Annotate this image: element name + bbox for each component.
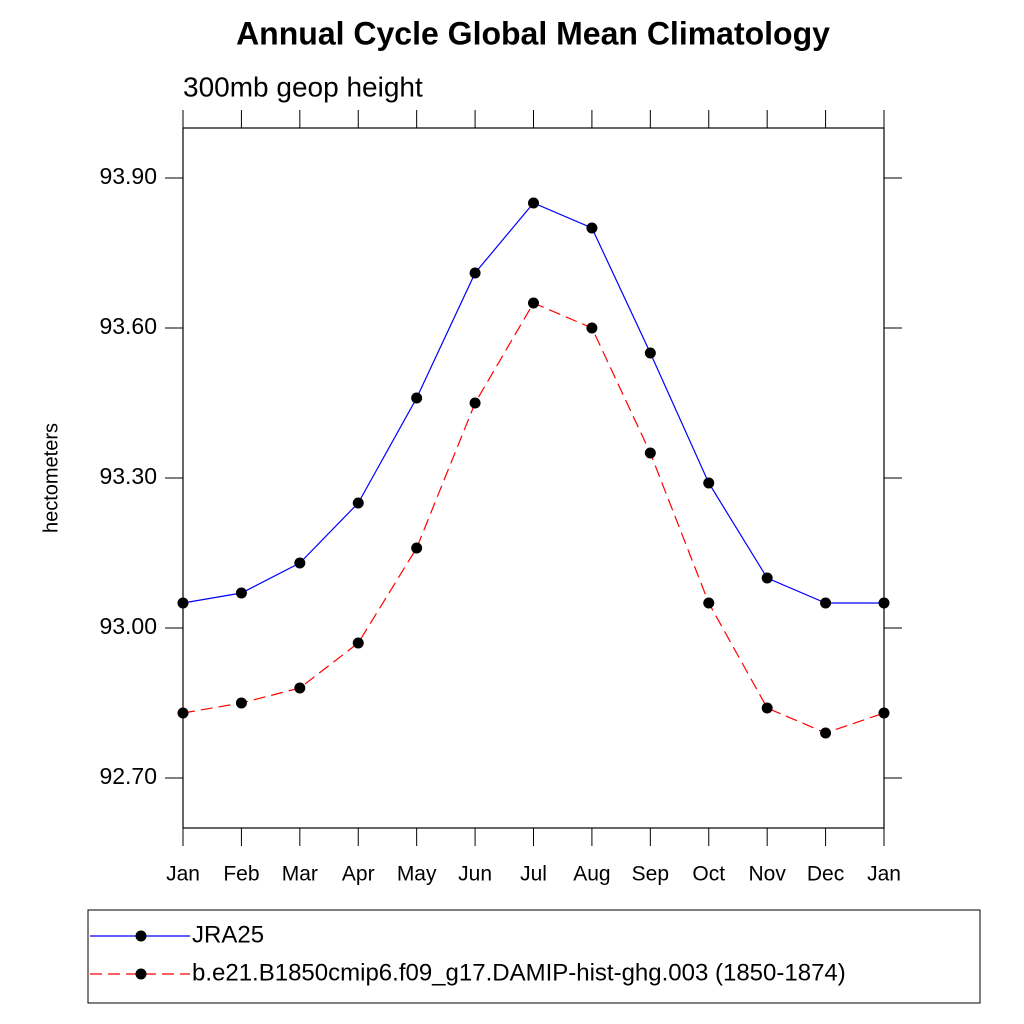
marker [761, 702, 773, 714]
x-tick-label: Nov [748, 863, 786, 886]
marker [235, 697, 247, 709]
marker [820, 597, 832, 609]
x-tick-label: Jul [520, 863, 547, 886]
x-tick-label: Jan [867, 863, 901, 886]
x-tick-label: Dec [807, 863, 844, 886]
x-tick-label: Feb [223, 863, 259, 886]
series-line [182, 202, 884, 604]
marker [703, 477, 715, 489]
x-tick-label: Sep [632, 863, 669, 886]
marker [528, 197, 539, 209]
y-axis-label: hectometers [40, 423, 62, 533]
marker [411, 392, 423, 404]
chart-subtitle: 300mb geop height [183, 71, 423, 102]
y-tick-label: 93.90 [99, 163, 157, 189]
x-tick-label: Apr [342, 863, 375, 886]
marker [352, 637, 364, 649]
marker [644, 347, 656, 359]
marker [469, 267, 481, 279]
marker [294, 557, 306, 569]
marker [177, 597, 189, 609]
chart-title: Annual Cycle Global Mean Climatology [236, 15, 830, 51]
legend-marker [135, 968, 147, 980]
legend-label: b.e21.B1850cmip6.f09_g17.DAMIP-hist-ghg.… [192, 959, 846, 986]
legend-label: JRA25 [192, 921, 264, 948]
x-tick-label: May [397, 863, 437, 886]
marker [235, 587, 247, 599]
marker [586, 322, 598, 334]
marker [878, 597, 890, 609]
y-tick-label: 92.70 [99, 763, 157, 789]
marker [352, 497, 364, 509]
marker [586, 222, 598, 234]
marker [761, 572, 773, 584]
y-tick-label: 93.60 [99, 313, 157, 339]
marker [294, 682, 306, 694]
marker [703, 597, 715, 609]
marker [820, 727, 832, 739]
plot-frame [182, 127, 885, 829]
x-tick-label: Mar [282, 863, 318, 886]
y-tick-label: 93.00 [99, 613, 157, 639]
x-tick-label: Oct [692, 863, 725, 886]
marker [878, 707, 890, 719]
y-tick-label: 93.30 [99, 463, 157, 489]
x-tick-label: Jan [166, 863, 200, 886]
marker [177, 707, 189, 719]
legend-box [87, 909, 981, 1004]
marker [528, 297, 539, 309]
marker [469, 397, 481, 409]
x-tick-label: Aug [573, 863, 610, 886]
marker [644, 447, 656, 459]
x-tick-label: Jun [458, 863, 492, 886]
legend-marker [135, 930, 147, 942]
marker [411, 542, 423, 554]
series-line [182, 302, 885, 734]
